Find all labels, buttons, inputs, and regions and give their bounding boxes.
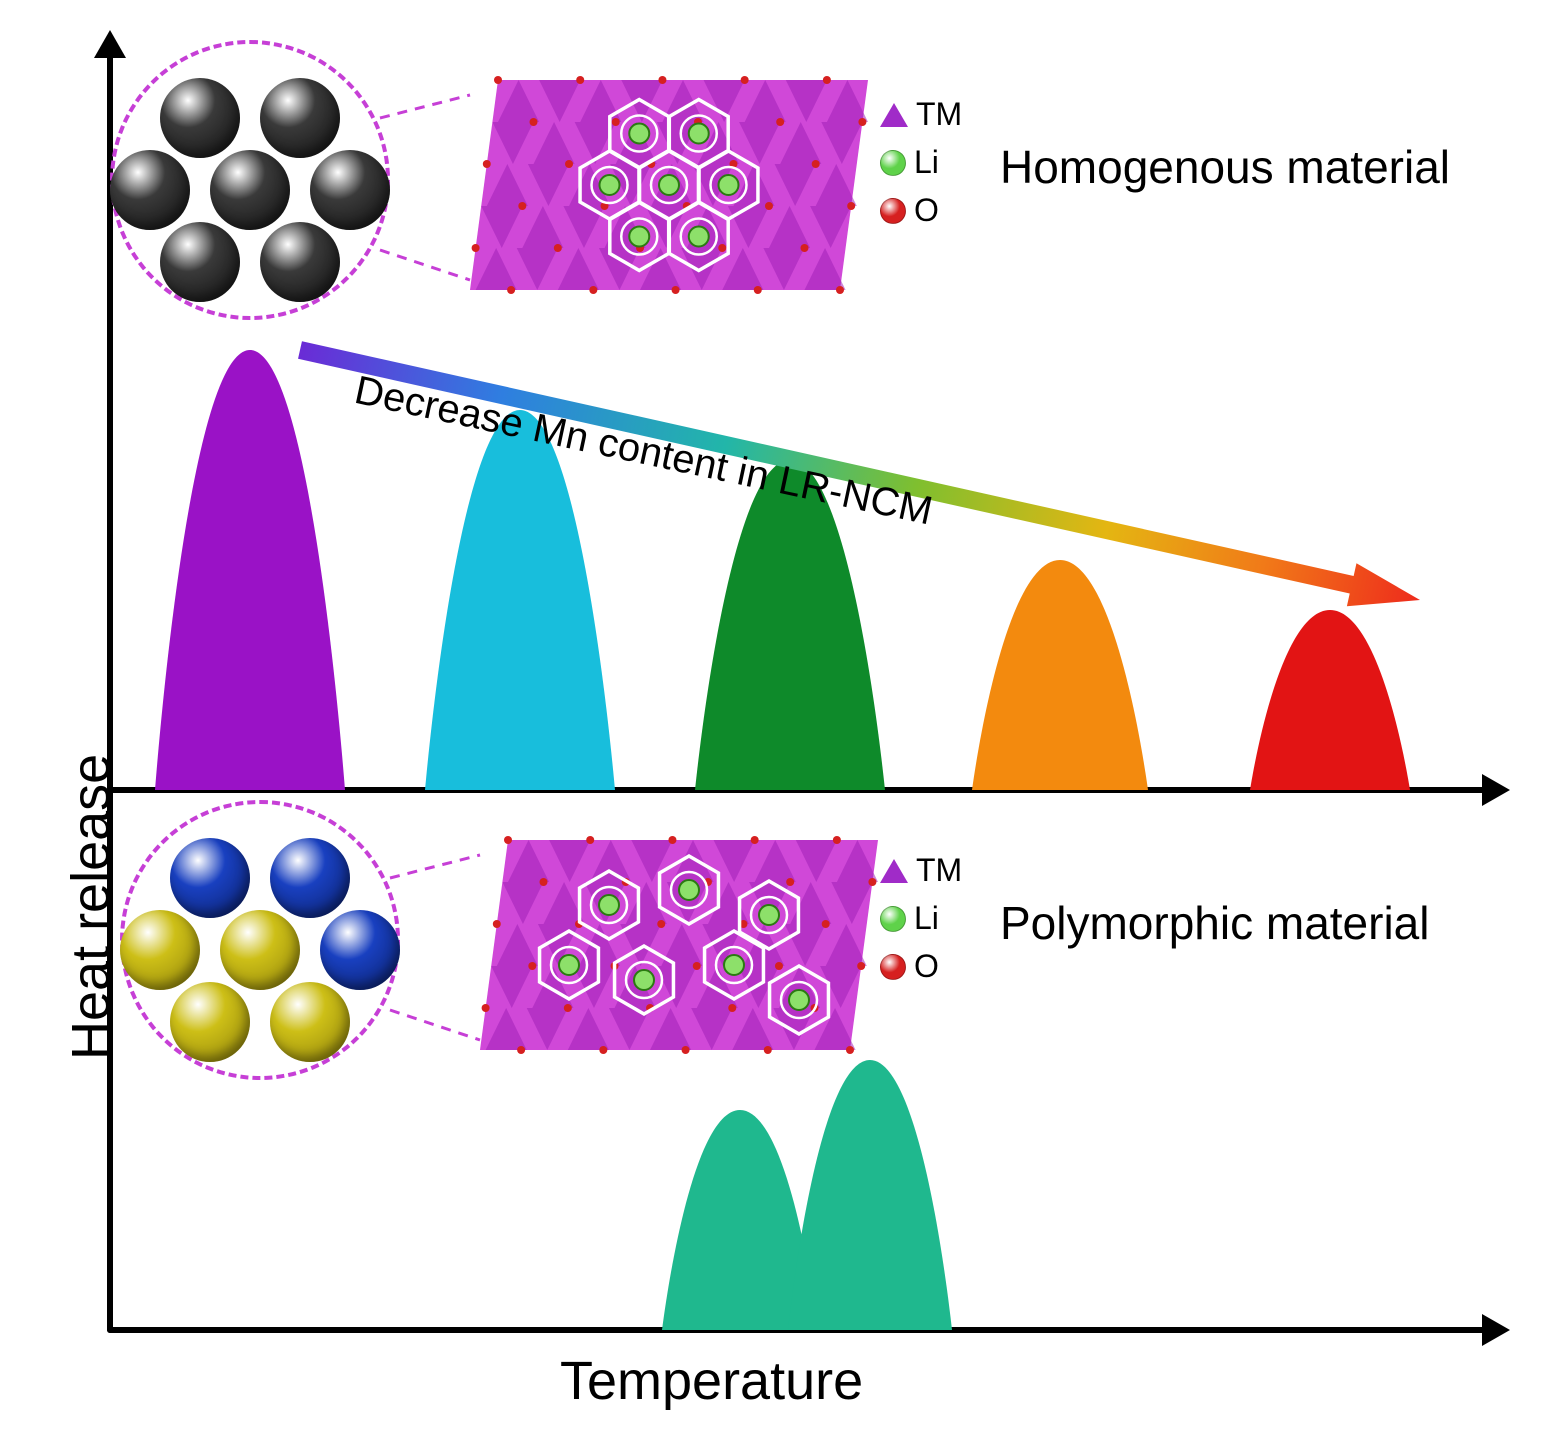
legend-label: TM (916, 852, 962, 889)
legend-item-li: Li (880, 900, 939, 937)
particle-homogenous (310, 150, 390, 230)
legend-swatch-tm (880, 859, 908, 883)
diagram-stage: Heat release Temperature Homogenous mate… (0, 0, 1552, 1437)
legend-item-o: O (880, 948, 939, 985)
particle-polymorphic-yellow (270, 982, 350, 1062)
particle-polymorphic-yellow (220, 910, 300, 990)
particle-homogenous (160, 222, 240, 302)
particle-homogenous (260, 78, 340, 158)
legend-label: Li (914, 900, 939, 937)
particle-homogenous (110, 150, 190, 230)
particle-homogenous (210, 150, 290, 230)
legend-item-tm: TM (880, 852, 962, 889)
particle-polymorphic-yellow (170, 982, 250, 1062)
particle-polymorphic-blue (320, 910, 400, 990)
particle-polymorphic-blue (170, 838, 250, 918)
legend-label: O (914, 948, 939, 985)
particle-polymorphic-yellow (120, 910, 200, 990)
particle-homogenous (160, 78, 240, 158)
legend-swatch-li (880, 906, 906, 932)
particle-homogenous (260, 222, 340, 302)
particle-polymorphic-blue (270, 838, 350, 918)
legend-swatch-o (880, 954, 906, 980)
